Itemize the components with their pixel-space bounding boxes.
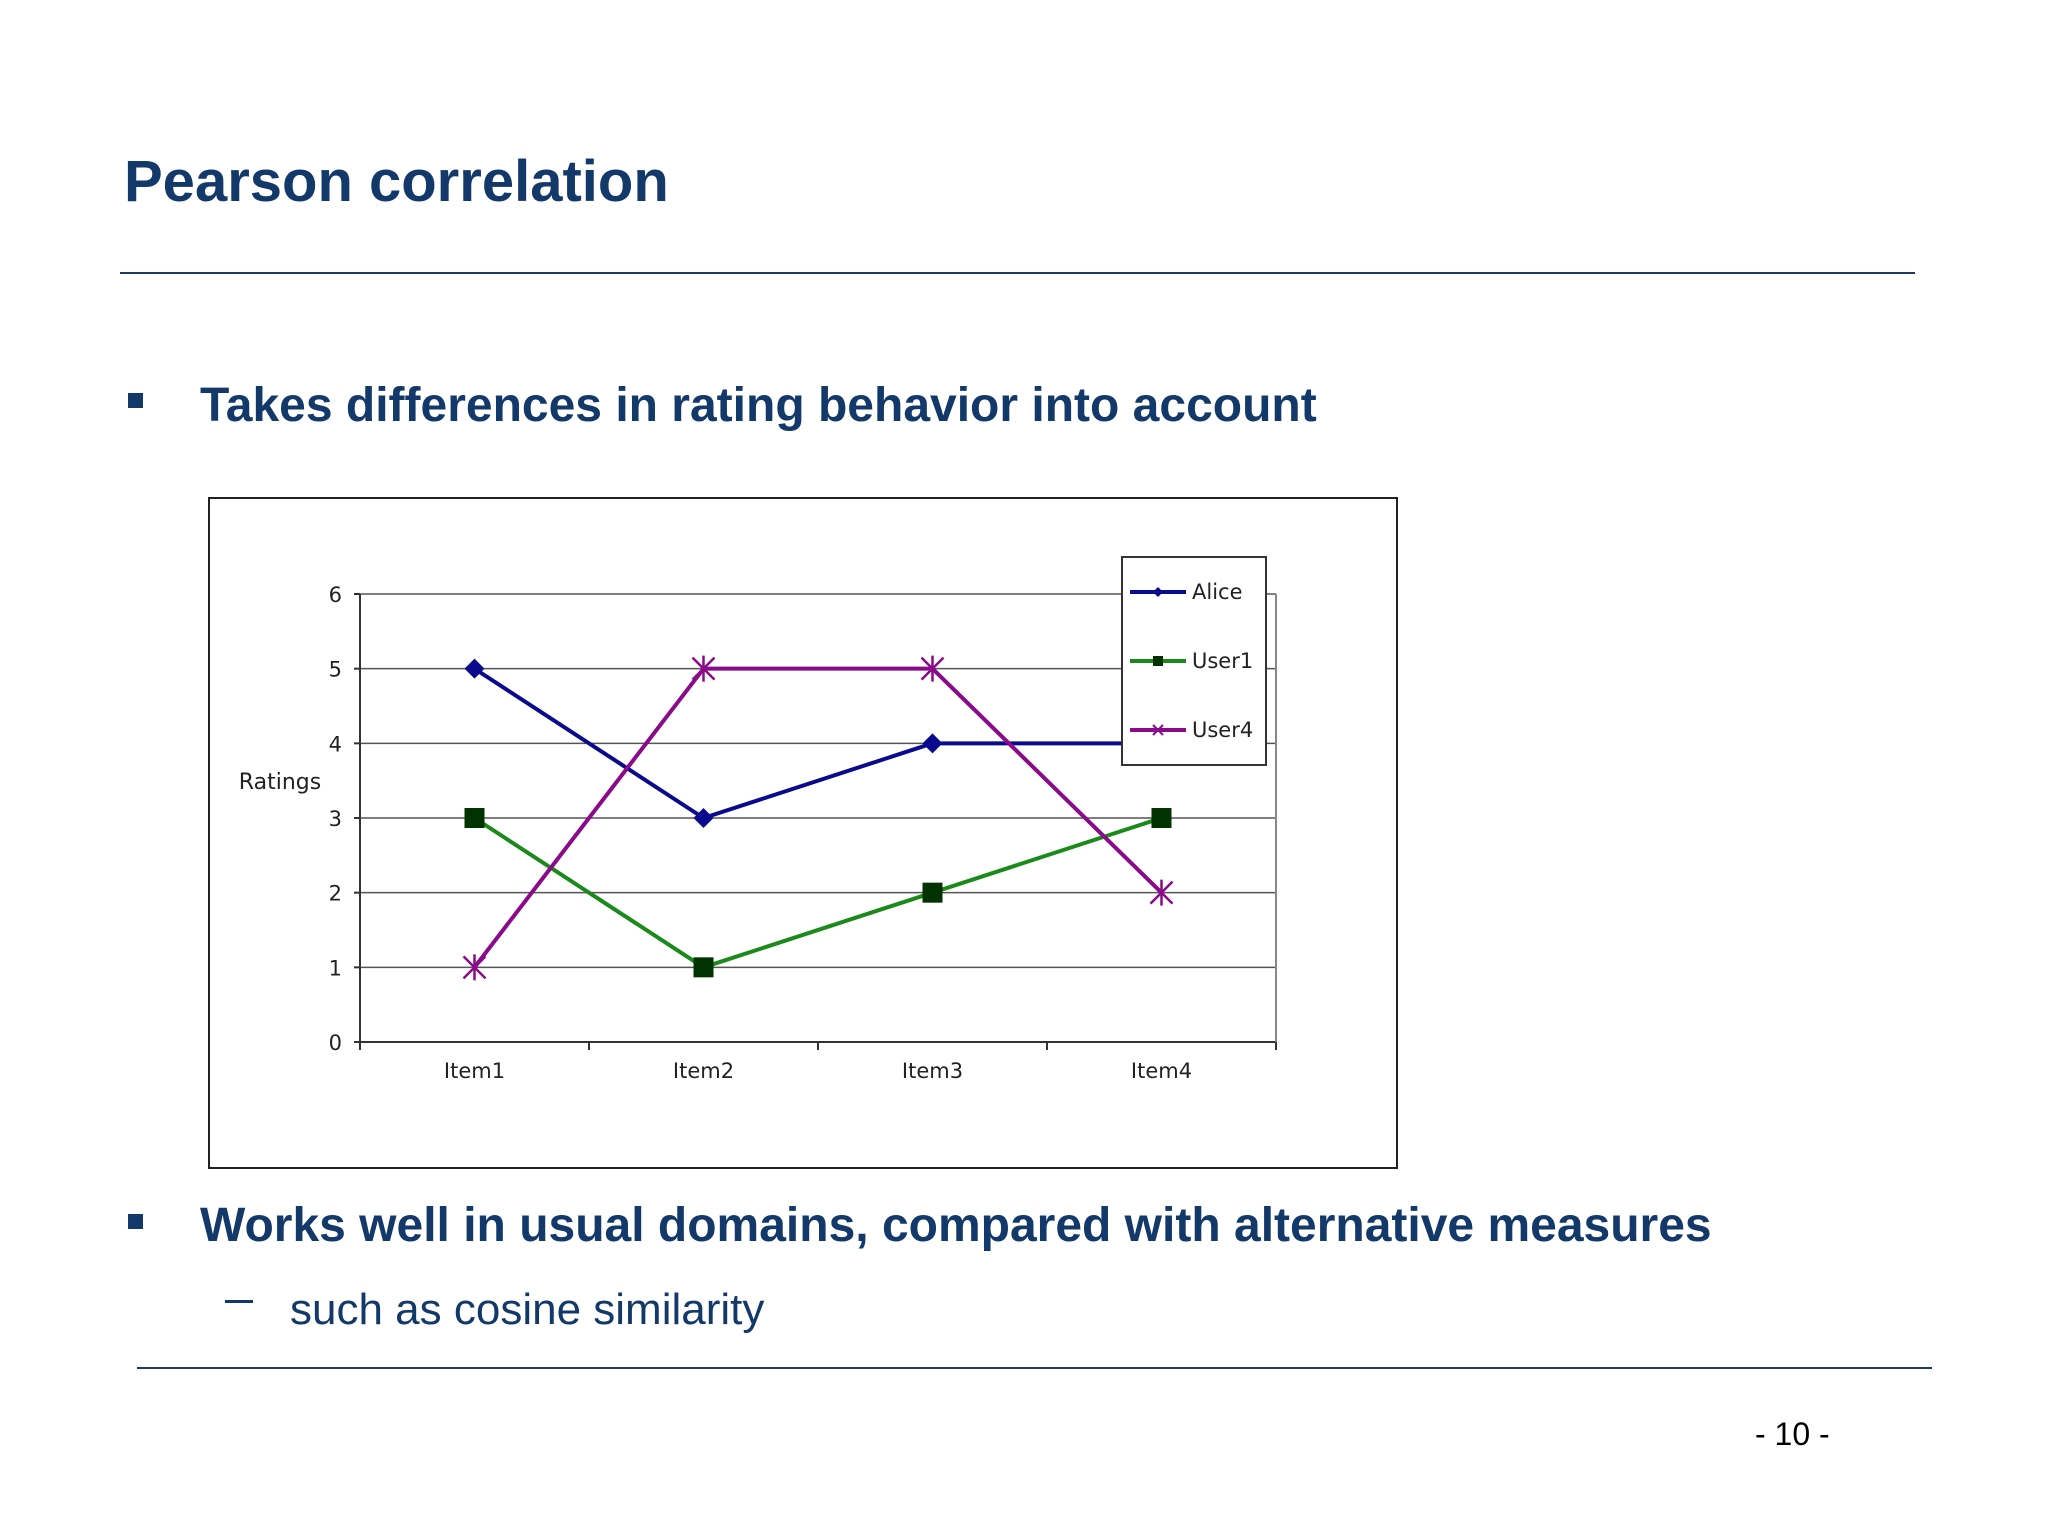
y-tick-label: 5 bbox=[329, 658, 342, 682]
bullet-square-icon bbox=[128, 393, 143, 408]
data-point-user4 bbox=[1149, 879, 1174, 906]
title-divider bbox=[120, 272, 1915, 274]
series-line-user1 bbox=[473, 816, 1163, 970]
data-point-user4 bbox=[691, 655, 716, 682]
data-point-user4 bbox=[920, 655, 945, 682]
page-number: - 10 - bbox=[1755, 1416, 1830, 1452]
y-tick-label: 0 bbox=[329, 1031, 342, 1055]
y-axis-label: Ratings bbox=[239, 770, 321, 795]
legend-label: Alice bbox=[1192, 580, 1243, 604]
legend-label: User4 bbox=[1192, 718, 1253, 742]
data-point-user4 bbox=[462, 954, 487, 981]
series-line-alice bbox=[473, 666, 1162, 820]
chart-frame: 0 1 2 3 4 5 6 Item1 Item2 Item3 Item4 Ratings Alice U… bbox=[208, 497, 1398, 1169]
y-tick-label: 1 bbox=[329, 956, 342, 980]
data-point-user1 bbox=[922, 882, 943, 903]
x-tick-label: Item3 bbox=[902, 1059, 963, 1083]
y-tick-label: 3 bbox=[329, 807, 342, 831]
legend-marker bbox=[1153, 587, 1163, 597]
bullet-1: Takes differences in rating behavior int… bbox=[200, 379, 1317, 432]
y-tick-label: 6 bbox=[329, 583, 342, 607]
dash-icon bbox=[225, 1300, 253, 1303]
y-tick-label: 4 bbox=[329, 732, 342, 756]
series-line-user4 bbox=[472, 666, 1163, 969]
slide-title: Pearson correlation bbox=[124, 149, 669, 214]
data-point-alice bbox=[464, 658, 485, 679]
data-point-user1 bbox=[693, 957, 714, 978]
data-point-user1 bbox=[1151, 808, 1172, 828]
line-chart: 0 1 2 3 4 5 6 Item1 Item2 Item3 Item4 Ratings Alice U… bbox=[239, 556, 1277, 1083]
legend-label: User1 bbox=[1192, 649, 1253, 673]
bullet-2: Works well in usual domains, compared wi… bbox=[200, 1199, 1712, 1252]
x-tick-label: Item4 bbox=[1131, 1059, 1192, 1083]
bullet-square-icon bbox=[128, 1214, 143, 1229]
x-tick-label: Item1 bbox=[444, 1059, 505, 1083]
legend-marker bbox=[1152, 724, 1164, 736]
x-tick-label: Item2 bbox=[673, 1059, 734, 1083]
legend-marker bbox=[1153, 656, 1163, 666]
y-tick-label: 2 bbox=[329, 882, 342, 906]
data-point-user1 bbox=[464, 808, 485, 828]
data-point-alice bbox=[693, 808, 714, 828]
sub-bullet: such as cosine similarity bbox=[290, 1285, 765, 1334]
data-point-alice bbox=[922, 733, 943, 754]
footer-divider bbox=[137, 1367, 1932, 1369]
